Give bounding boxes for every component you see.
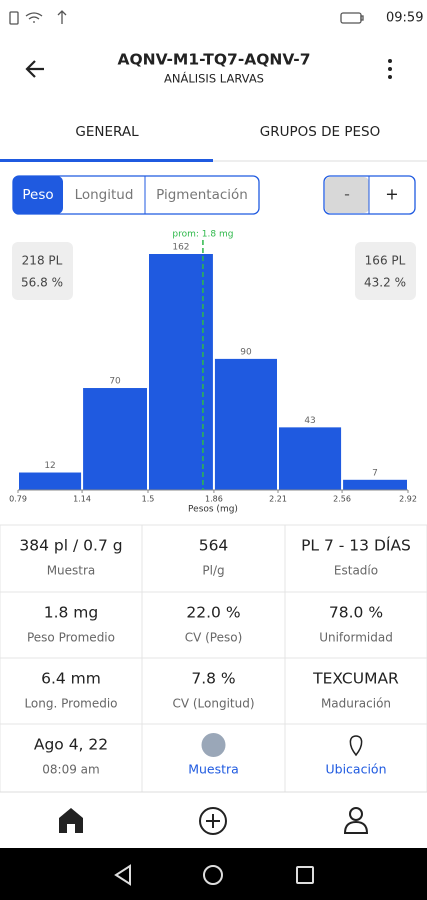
- status-time: 09:59: [386, 11, 423, 26]
- segment[interactable]: Peso: [22, 187, 53, 203]
- stat-label: 08:09 am: [42, 763, 99, 777]
- tab[interactable]: GRUPOS DE PESO: [260, 124, 380, 140]
- stat-label: Uniformidad: [319, 631, 393, 645]
- segment-selected: [13, 176, 63, 214]
- x-axis-label: Pesos (mg): [188, 505, 238, 515]
- stat-label: Pl/g: [202, 564, 224, 578]
- segment[interactable]: Pigmentación: [156, 187, 248, 203]
- value-label: 70: [109, 377, 121, 387]
- x-tick-label: 1.5: [142, 495, 155, 504]
- segment[interactable]: Longitud: [75, 187, 134, 203]
- stat-cell: [0, 524, 143, 593]
- stat-value: 7.8 %: [191, 670, 235, 688]
- stat-cell: [0, 723, 143, 793]
- right-box: [355, 242, 416, 300]
- stat-value: 78.0 %: [329, 604, 383, 622]
- x-tick-label: 2.92: [399, 495, 417, 504]
- right-percent: 43.2 %: [364, 276, 406, 290]
- bar: [279, 427, 342, 490]
- value-label: 90: [240, 347, 252, 357]
- nav-profile[interactable]: [343, 807, 369, 834]
- stat-label: CV (Longitud): [172, 697, 254, 711]
- nav-add[interactable]: [199, 807, 227, 835]
- stats-grid: 384 pl / 0.7 g Muestra 564 Pl/g PL 7 - 13 DÍ…: [0, 524, 427, 793]
- stat-link[interactable]: Muestra: [188, 762, 239, 777]
- sys-recents[interactable]: [296, 866, 314, 884]
- stat-value: 384 pl / 0.7 g: [19, 537, 122, 555]
- x-tick-label: 1.86: [205, 495, 223, 504]
- back-button[interactable]: [25, 60, 44, 78]
- stepper-minus-bg: [325, 177, 369, 213]
- value-label: 162: [172, 243, 189, 253]
- header-title: AQNV-M1-TQ7-AQNV-7: [117, 51, 310, 69]
- histogram: 12 70 162 90 43 7 0.79 1.14 1.5 1.86 2.21 2.56 2.92 P…: [9, 230, 417, 515]
- x-tick-label: 1.14: [73, 495, 91, 504]
- stat-cell: [141, 657, 286, 725]
- stat-value: 6.4 mm: [41, 670, 101, 688]
- bar: [19, 472, 82, 490]
- stat-cell: [284, 591, 427, 659]
- stat-value: PL 7 - 13 DÍAS: [301, 536, 411, 555]
- sys-back[interactable]: [114, 864, 131, 886]
- left-count: 218 PL: [22, 254, 63, 268]
- stat-value: 1.8 mg: [44, 604, 99, 622]
- status-icons: [9, 10, 364, 25]
- tab[interactable]: GENERAL: [75, 124, 139, 140]
- stat-label: Peso Promedio: [27, 631, 115, 645]
- stat-link[interactable]: Ubicación: [325, 762, 386, 777]
- stat-cell: [284, 657, 427, 725]
- stat-cell: [141, 591, 286, 659]
- stat-cell: [0, 657, 143, 725]
- stepper-minus[interactable]: -: [344, 185, 350, 204]
- sys-home[interactable]: [203, 865, 223, 885]
- value-label: 12: [44, 461, 55, 471]
- system-nav: [0, 848, 427, 900]
- x-tick-label: 2.21: [269, 495, 287, 504]
- stepper-plus[interactable]: +: [385, 185, 398, 204]
- stat-cell: [141, 524, 286, 593]
- stat-cell: [284, 723, 427, 793]
- left-box: [12, 242, 73, 300]
- stat-label: Muestra: [47, 564, 96, 578]
- stat-label: Maduración: [321, 697, 391, 711]
- left-percent: 56.8 %: [21, 276, 63, 290]
- right-count: 166 PL: [365, 254, 406, 268]
- stat-label: Estadío: [334, 564, 378, 578]
- location-icon[interactable]: [349, 735, 363, 757]
- x-tick-label: 2.56: [333, 495, 351, 504]
- stat-value: TEXCUMAR: [312, 670, 399, 688]
- stat-cell: [0, 591, 143, 659]
- stat-value: Ago 4, 22: [34, 736, 108, 754]
- x-tick-label: 0.79: [9, 495, 27, 504]
- stat-value: 22.0 %: [186, 604, 240, 622]
- stat-label: Long. Promedio: [24, 697, 117, 711]
- stat-cell: [284, 524, 427, 593]
- bar: [343, 479, 407, 490]
- tab-indicator: [0, 159, 213, 162]
- menu-button[interactable]: [388, 59, 392, 79]
- bar: [214, 358, 277, 490]
- bar: [83, 388, 147, 490]
- value-label: 43: [304, 416, 315, 426]
- value-label: 7: [372, 468, 378, 478]
- stat-label: CV (Peso): [185, 631, 243, 645]
- mean-label: prom: 1.8 mg: [172, 230, 233, 240]
- stat-value: 564: [199, 537, 229, 555]
- sample-thumbnail[interactable]: [201, 733, 226, 757]
- nav-home[interactable]: [59, 808, 83, 833]
- header-subtitle: ANÁLISIS LARVAS: [164, 71, 264, 86]
